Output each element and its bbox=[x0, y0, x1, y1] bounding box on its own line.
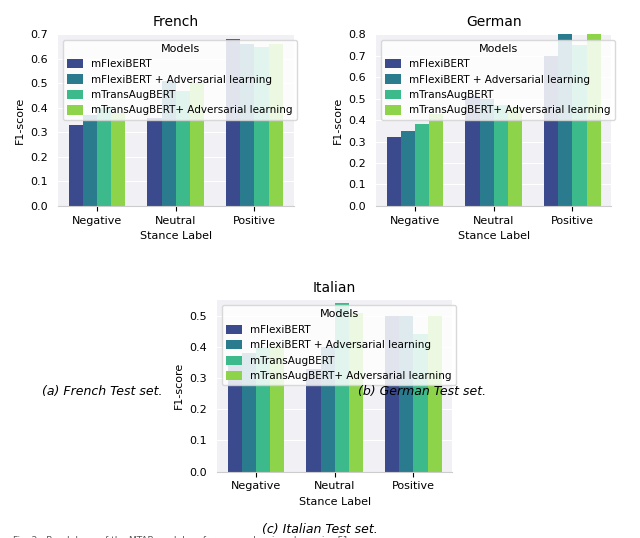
Bar bbox=[387, 137, 401, 206]
X-axis label: Stance Label: Stance Label bbox=[299, 497, 371, 507]
Legend: mFlexiBERT, mFlexiBERT + Adversarial learning, mTransAugBERT, mTransAugBERT+ Adv: mFlexiBERT, mFlexiBERT + Adversarial lea… bbox=[63, 39, 297, 119]
Bar bbox=[508, 107, 522, 206]
Bar bbox=[242, 353, 256, 472]
Bar bbox=[428, 316, 442, 472]
Bar bbox=[321, 347, 335, 472]
Bar bbox=[335, 303, 349, 472]
Text: (a) French Test set.: (a) French Test set. bbox=[42, 385, 163, 399]
Bar bbox=[226, 39, 241, 206]
Bar bbox=[269, 44, 283, 206]
Bar bbox=[465, 96, 479, 206]
Bar bbox=[307, 369, 321, 472]
Bar bbox=[241, 44, 255, 206]
Title: Italian: Italian bbox=[313, 281, 356, 295]
X-axis label: Stance Label: Stance Label bbox=[140, 231, 212, 241]
Bar bbox=[479, 98, 493, 206]
Bar bbox=[270, 347, 284, 472]
Bar bbox=[399, 316, 413, 472]
Bar bbox=[415, 124, 429, 206]
Bar bbox=[111, 113, 125, 206]
Bar bbox=[349, 313, 363, 472]
Text: (c) Italian Test set.: (c) Italian Test set. bbox=[262, 522, 378, 536]
Text: Fig. 2 - Breakdown of the MTAB model performance showing class-wise F1-scores: Fig. 2 - Breakdown of the MTAB model per… bbox=[13, 536, 380, 538]
Bar bbox=[68, 125, 83, 206]
X-axis label: Stance Label: Stance Label bbox=[458, 231, 530, 241]
Bar bbox=[255, 47, 269, 206]
Bar bbox=[429, 114, 444, 206]
Legend: mFlexiBERT, mFlexiBERT + Adversarial learning, mTransAugBERT, mTransAugBERT+ Adv: mFlexiBERT, mFlexiBERT + Adversarial lea… bbox=[381, 39, 615, 119]
Bar bbox=[190, 83, 204, 206]
Bar bbox=[147, 118, 162, 206]
Bar bbox=[401, 131, 415, 206]
Bar bbox=[228, 359, 242, 472]
Bar bbox=[572, 45, 587, 206]
Y-axis label: F1-score: F1-score bbox=[174, 362, 184, 409]
Bar bbox=[176, 91, 190, 206]
Bar bbox=[544, 56, 558, 206]
Title: German: German bbox=[466, 15, 522, 29]
Title: French: French bbox=[153, 15, 199, 29]
Y-axis label: F1-score: F1-score bbox=[15, 96, 25, 144]
Bar bbox=[385, 316, 399, 472]
Bar bbox=[587, 34, 601, 206]
Legend: mFlexiBERT, mFlexiBERT + Adversarial learning, mTransAugBERT, mTransAugBERT+ Adv: mFlexiBERT, mFlexiBERT + Adversarial lea… bbox=[222, 306, 456, 385]
Text: (b) German Test set.: (b) German Test set. bbox=[358, 385, 486, 399]
Bar bbox=[83, 115, 97, 206]
Y-axis label: F1-score: F1-score bbox=[333, 96, 343, 144]
Bar bbox=[162, 81, 176, 206]
Bar bbox=[493, 105, 508, 206]
Bar bbox=[413, 335, 428, 472]
Bar bbox=[97, 108, 111, 206]
Bar bbox=[256, 347, 270, 472]
Bar bbox=[558, 32, 572, 206]
